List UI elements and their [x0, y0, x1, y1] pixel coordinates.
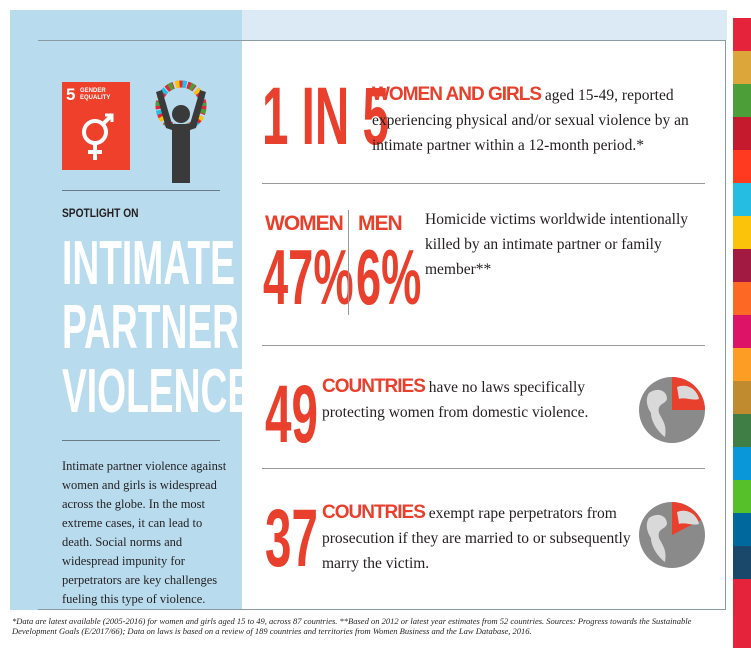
sdg-figure [155, 80, 207, 183]
stat-highlight: COUNTRIES [322, 502, 426, 523]
women-figure: 47% [263, 233, 354, 321]
globe-icon [639, 502, 705, 568]
sidebar-body: Intimate partner violence against women … [62, 459, 227, 606]
divider [262, 345, 705, 346]
stat-body: exempt rape perpetrators from prosecutio… [322, 505, 631, 572]
sdg-stripe [733, 18, 751, 648]
globe-icon [639, 377, 705, 443]
divider [262, 468, 705, 469]
heading: INTIMATE PARTNER VIOLENCE [62, 229, 253, 426]
divider [62, 190, 220, 191]
stat-text: WOMEN AND GIRLS aged 15-49, reported exp… [372, 82, 702, 158]
divider [262, 183, 705, 184]
goal-number: 5 [66, 85, 76, 104]
stat-figure: 1 IN 5 [262, 71, 389, 162]
footnote: *Data are latest available (2005-2016) f… [12, 616, 692, 636]
stat-figure: 37 [265, 493, 318, 584]
men-label: MEN [358, 212, 403, 235]
stat-figure: 49 [265, 369, 318, 460]
kicker: SPOTLIGHT ON [62, 206, 139, 220]
goal-name: GENDER EQUALITY [80, 88, 111, 101]
divider [62, 440, 220, 441]
stat-body: Homicide victims worldwide intentionally… [425, 211, 689, 278]
stat-highlight: COUNTRIES [322, 376, 426, 397]
gender-symbol [82, 113, 114, 160]
stat-text: COUNTRIES have no laws specifically prot… [322, 374, 632, 425]
men-figure: 6% [356, 233, 422, 321]
stat-highlight: WOMEN AND GIRLS [372, 84, 542, 105]
content-frame [38, 40, 726, 610]
stat-body: have no laws specifically protecting wom… [322, 379, 589, 421]
stat-body: aged 15-49, reported experiencing physic… [372, 87, 689, 154]
women-label: WOMEN [265, 212, 344, 235]
vertical-divider [348, 210, 349, 315]
stat-text: COUNTRIES exempt rape perpetrators from … [322, 500, 637, 576]
